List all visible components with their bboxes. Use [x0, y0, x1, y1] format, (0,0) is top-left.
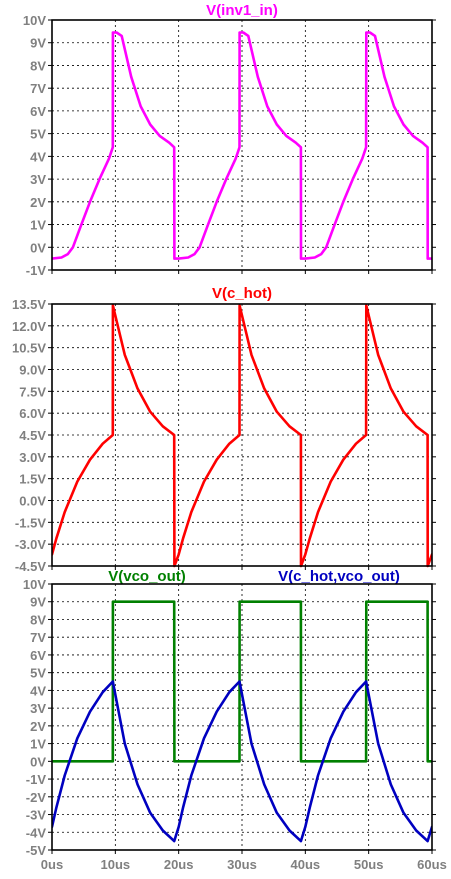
x-tick-label: 10us — [101, 857, 131, 872]
y-tick-label: 3V — [30, 172, 46, 187]
y-tick-label: 6V — [30, 104, 46, 119]
y-tick-label: 9V — [30, 595, 46, 610]
plot-pane-1: 10V 9V 8V 7V 6V 5V 4V 3V 2V 1V 0V -1V V(inv1_in) — [23, 2, 436, 278]
y-tick-label: 13.5V — [12, 297, 46, 312]
y-tick-label: -4.5V — [15, 559, 46, 574]
trace-title: V(vco_out) — [108, 568, 186, 585]
y-tick-label: 4V — [30, 683, 46, 698]
y-tick-label: 2V — [30, 195, 46, 210]
plot-frame — [51, 583, 433, 851]
y-tick-label: 12.0V — [12, 319, 46, 334]
x-tick-label: 20us — [164, 857, 194, 872]
y-tick-label: -3V — [26, 808, 47, 823]
y-tick-label: 7.5V — [19, 384, 46, 399]
y-tick-label: 10V — [23, 13, 46, 28]
y-tick-label: -5V — [26, 843, 47, 858]
y-tick-label: 1.5V — [19, 472, 46, 487]
y-tick-label: 6.0V — [19, 406, 46, 421]
plot-frame — [51, 303, 433, 567]
y-tick-label: 7V — [30, 81, 46, 96]
y-tick-label: 3.0V — [19, 450, 46, 465]
y-tick-label: -1.5V — [15, 515, 46, 530]
trace-v-c-hot-vco-out- — [52, 680, 432, 843]
y-tick-label: -1V — [26, 263, 47, 278]
plot-frame — [51, 19, 433, 271]
y-tick-label: -4V — [26, 825, 47, 840]
x-tick-label: 60us — [417, 857, 447, 872]
y-tick-label: 4.5V — [19, 428, 46, 443]
y-tick-label: 6V — [30, 648, 46, 663]
y-tick-label: 1V — [30, 737, 46, 752]
x-tick-label: 30us — [227, 857, 257, 872]
trace-v-c-hot- — [52, 304, 432, 568]
y-tick-label: 0V — [30, 240, 46, 255]
plot-pane-2: 13.5V 12.0V 10.5V 9.0V 7.5V 6.0V 4.5V 3.0V 1.5V 0… — [12, 285, 436, 574]
y-tick-label: 9V — [30, 36, 46, 51]
y-tick-label: -1V — [26, 772, 47, 787]
trace-title: V(inv1_in) — [206, 2, 278, 19]
trace-v-inv1-in- — [52, 31, 432, 260]
y-tick-label: 9.0V — [19, 363, 46, 378]
x-tick-label: 40us — [291, 857, 321, 872]
x-tick-label: 0us — [41, 857, 63, 872]
y-tick-label: 5V — [30, 666, 46, 681]
y-tick-label: 0V — [30, 754, 46, 769]
trace-title: V(c_hot,vco_out) — [278, 568, 400, 585]
y-tick-label: 10V — [23, 577, 46, 592]
y-tick-label: 7V — [30, 630, 46, 645]
y-tick-label: -3.0V — [15, 537, 46, 552]
trace-v-vco-out- — [52, 600, 432, 763]
y-tick-label: 10.5V — [12, 341, 46, 356]
y-tick-label: 3V — [30, 701, 46, 716]
y-tick-label: 8V — [30, 612, 46, 627]
x-tick-label: 50us — [354, 857, 384, 872]
plot-pane-3: 10V 9V 8V 7V 6V 5V 4V 3V 2V 1V 0V -1V -2V -3V -4V -5V0u… — [23, 568, 447, 872]
y-tick-label: 5V — [30, 127, 46, 142]
trace-title: V(c_hot) — [212, 285, 272, 302]
y-tick-label: 0.0V — [19, 494, 46, 509]
y-tick-label: 8V — [30, 58, 46, 73]
y-tick-label: 2V — [30, 719, 46, 734]
y-tick-label: -2V — [26, 790, 47, 805]
y-tick-label: 4V — [30, 149, 46, 164]
y-tick-label: 1V — [30, 218, 46, 233]
